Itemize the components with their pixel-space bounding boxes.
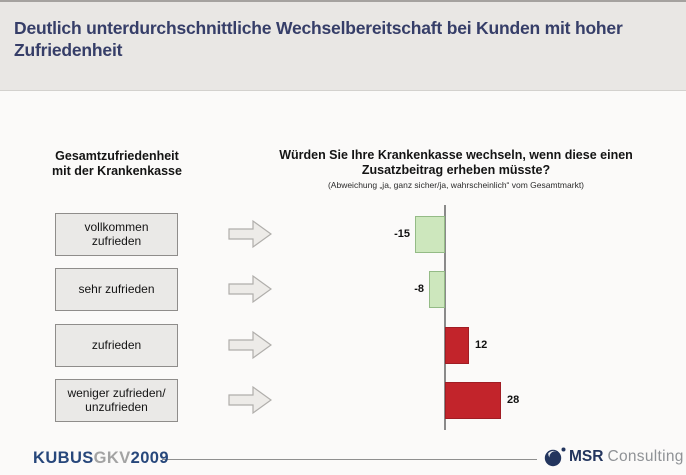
bar-value-label: 12	[475, 339, 488, 351]
bar-positive	[445, 381, 501, 419]
consulting-logo-text: Consulting	[607, 448, 684, 465]
chart-axis-line	[444, 205, 446, 430]
right-arrow-icon	[228, 385, 272, 415]
title-band: Deutlich unterdurchschnittliche Wechselb…	[0, 2, 686, 91]
kubus-logo-text: KUBUS	[33, 449, 94, 467]
bar-negative	[415, 215, 445, 253]
msr-logo-text: MSR	[569, 448, 604, 465]
right-arrow-icon	[228, 330, 272, 360]
chart-question-header: Würden Sie Ihre Krankenkasse wechseln, w…	[250, 148, 662, 190]
category-box-label: vollkommen zufrieden	[84, 220, 149, 248]
right-arrow-icon	[228, 219, 272, 249]
question-line1: Würden Sie Ihre Krankenkasse wechseln, w…	[279, 148, 633, 162]
bar-value-label: -15	[394, 228, 410, 240]
year-logo-text: 2009	[130, 449, 169, 467]
msr-sphere-icon	[544, 447, 566, 467]
question-note: (Abweichung „ja, ganz sicher/ja, wahrsch…	[327, 180, 585, 190]
kubus-gkv-2009-logo: KUBUSGKV2009	[33, 449, 169, 468]
footer-divider-line	[162, 459, 537, 460]
left-column-header: Gesamtzufriedenheit mit der Krankenkasse	[17, 149, 217, 179]
category-box-label: zufrieden	[91, 338, 142, 352]
left-header-line2: mit der Krankenkasse	[52, 164, 182, 178]
gkv-logo-text: GKV	[93, 449, 131, 467]
right-arrow-icon	[228, 274, 272, 304]
msr-consulting-logo: MSR Consulting	[543, 446, 684, 468]
bar-negative	[429, 270, 445, 308]
bar-positive	[445, 326, 469, 364]
category-box-label: sehr zufrieden	[78, 282, 155, 296]
category-box: sehr zufrieden	[55, 267, 178, 311]
category-box: zufrieden	[55, 323, 178, 367]
category-box-label: weniger zufrieden/ unzufrieden	[67, 386, 166, 414]
category-box: weniger zufrieden/ unzufrieden	[55, 378, 178, 422]
left-header-line1: Gesamtzufriedenheit	[55, 149, 179, 163]
slide-title: Deutlich unterdurchschnittliche Wechselb…	[14, 18, 623, 60]
category-box: vollkommen zufrieden	[55, 212, 178, 256]
bar-value-label: -8	[414, 283, 424, 295]
question-line2: Zusatzbeitrag erheben müsste?	[361, 163, 551, 177]
bar-value-label: 28	[507, 394, 520, 406]
